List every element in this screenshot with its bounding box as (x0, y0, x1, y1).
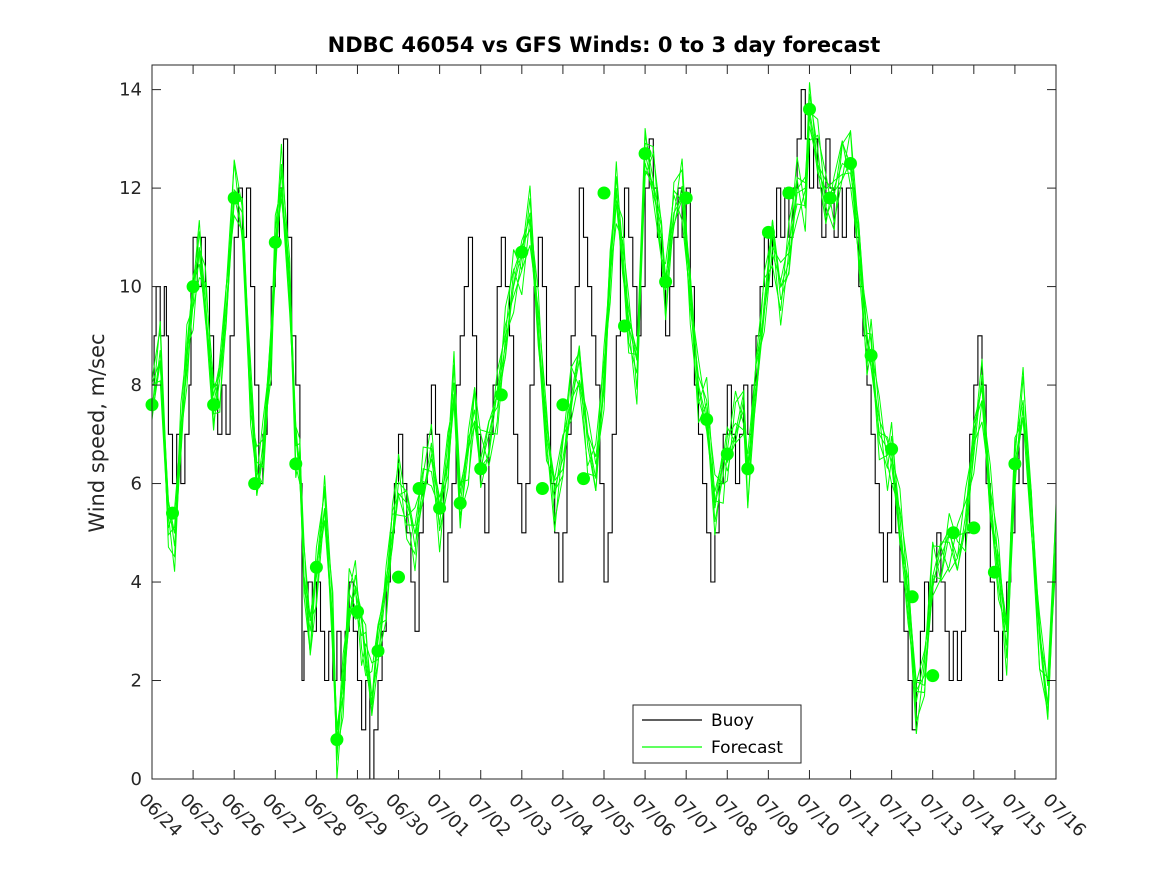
forecast-marker-39 (946, 526, 960, 540)
y-tick-label-0: 0 (131, 769, 142, 790)
x-tick-label-4: 06/28 (299, 790, 351, 842)
forecast-marker-31 (782, 186, 796, 200)
x-tick-label-3: 06/27 (258, 790, 310, 842)
x-tick-label-2: 06/26 (217, 790, 269, 842)
x-tick-label-11: 07/05 (586, 790, 638, 842)
x-tick-label-17: 07/11 (833, 790, 885, 842)
x-tick-label-21: 07/15 (997, 790, 1049, 842)
forecast-marker-40 (967, 521, 981, 535)
legend: Buoy Forecast (632, 704, 802, 764)
forecast-marker-14 (433, 501, 447, 515)
x-tick-label-6: 06/30 (381, 790, 433, 842)
forecast-marker-10 (351, 605, 364, 619)
x-tick-label-7: 07/01 (422, 790, 474, 842)
forecast-marker-15 (453, 496, 467, 510)
y-tick-label-4: 8 (131, 375, 142, 396)
forecast-marker-19 (535, 482, 549, 495)
plot-area: 0 2 4 6 8 10 12 14 06/2406/2506/2606/2706/2806/2… (119, 64, 1090, 842)
legend-buoy-label: Buoy (711, 711, 754, 731)
forecast-marker-38 (926, 669, 940, 683)
forecast-marker-41 (987, 565, 1001, 579)
forecast-marker-11 (371, 644, 385, 658)
forecast-marker-37 (905, 590, 919, 604)
x-tick-label-19: 07/13 (915, 790, 967, 842)
forecast-marker-9 (330, 733, 344, 747)
x-tick-label-0: 06/24 (134, 790, 186, 842)
forecast-marker-18 (515, 245, 529, 259)
y-tick-label-7: 14 (119, 80, 142, 101)
x-tick-label-10: 07/04 (545, 790, 597, 842)
forecast-marker-22 (597, 186, 611, 200)
x-tick-label-20: 07/14 (956, 790, 1008, 842)
forecast-marker-36 (885, 442, 899, 456)
plot-background (152, 65, 1056, 779)
x-tick-label-18: 07/12 (874, 790, 926, 842)
x-tick-label-12: 07/06 (628, 790, 680, 842)
forecast-marker-17 (494, 388, 508, 402)
forecast-marker-30 (761, 225, 775, 239)
x-tick-label-15: 07/09 (751, 790, 803, 842)
x-tick-label-9: 07/03 (504, 790, 556, 842)
x-tick-label-8: 07/02 (463, 790, 515, 842)
y-tick-label-5: 10 (119, 277, 142, 298)
forecast-marker-12 (392, 570, 405, 584)
forecast-marker-8 (309, 560, 323, 574)
x-tick-label-14: 07/08 (710, 790, 762, 842)
forecast-marker-3 (207, 398, 221, 412)
y-tick-label-3: 6 (131, 474, 142, 495)
forecast-marker-35 (864, 349, 878, 362)
forecast-marker-29 (741, 462, 755, 476)
forecast-marker-33 (823, 191, 837, 205)
forecast-marker-2 (186, 280, 200, 294)
forecast-marker-13 (412, 482, 426, 495)
x-tick-label-16: 07/10 (792, 790, 844, 842)
forecast-marker-23 (618, 319, 631, 333)
forecast-marker-16 (474, 462, 488, 476)
x-tick-label-22: 07/16 (1038, 790, 1090, 842)
x-tick-label-13: 07/07 (669, 790, 721, 842)
y-tick-label-6: 12 (119, 178, 142, 199)
forecast-marker-34 (844, 157, 857, 170)
y-axis-label: Wind speed, m/sec (85, 333, 109, 532)
forecast-marker-5 (248, 477, 262, 491)
forecast-marker-1 (166, 506, 179, 520)
forecast-marker-21 (577, 472, 590, 486)
forecast-marker-4 (227, 191, 241, 205)
forecast-marker-25 (659, 275, 673, 289)
y-tick-label-2: 4 (131, 572, 142, 593)
forecast-marker-24 (638, 147, 652, 161)
legend-forecast-label: Forecast (711, 738, 783, 758)
legend-box (632, 704, 802, 764)
forecast-marker-42 (1008, 457, 1022, 471)
y-tick-label-1: 2 (131, 671, 142, 692)
forecast-marker-28 (720, 447, 734, 461)
x-tick-label-5: 06/29 (340, 790, 392, 842)
forecast-marker-20 (556, 398, 570, 412)
chart-title: NDBC 46054 vs GFS Winds: 0 to 3 day fore… (328, 33, 881, 57)
forecast-marker-26 (679, 191, 693, 205)
x-tick-label-1: 06/25 (176, 790, 228, 842)
forecast-marker-32 (803, 102, 816, 116)
forecast-marker-27 (700, 413, 714, 426)
forecast-marker-6 (268, 235, 282, 249)
forecast-marker-7 (289, 457, 303, 471)
